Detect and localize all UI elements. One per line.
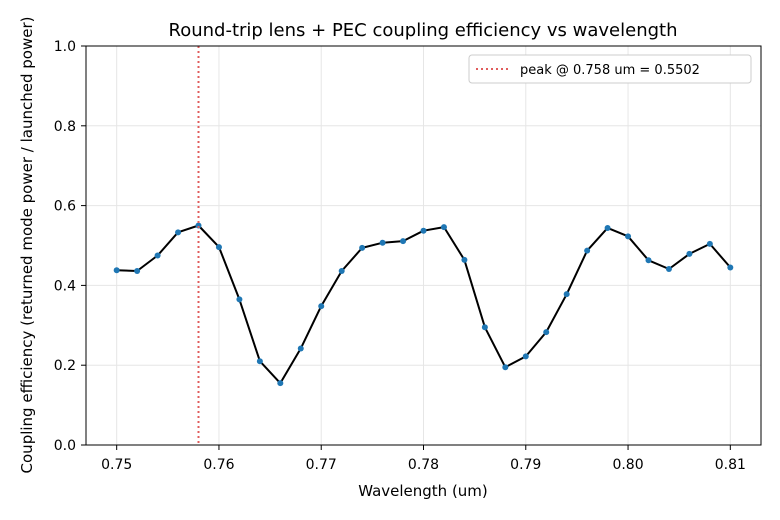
x-tick-label: 0.80 (612, 457, 643, 473)
data-point (481, 324, 488, 331)
grid (86, 45, 761, 446)
y-tick-label: 0.8 (54, 119, 76, 135)
legend: peak @ 0.758 um = 0.5502 (468, 54, 752, 84)
x-tick-label: 0.79 (510, 457, 541, 473)
data-point (318, 303, 325, 310)
x-tick-label: 0.75 (101, 457, 132, 473)
data-point (584, 247, 591, 254)
plot-area (113, 46, 734, 445)
y-axis: 0.0 0.2 0.4 0.6 0.8 1.0 (54, 39, 86, 454)
data-point (543, 329, 550, 336)
data-point (256, 358, 263, 365)
data-point (522, 353, 529, 360)
y-tick-label: 0.4 (54, 278, 76, 294)
data-point (154, 252, 161, 259)
data-point (563, 291, 570, 298)
data-point (195, 222, 202, 229)
data-point (113, 267, 120, 274)
data-point (359, 244, 366, 251)
data-point (440, 224, 447, 231)
data-point (338, 268, 345, 275)
x-tick-label: 0.76 (203, 457, 234, 473)
data-point (175, 229, 182, 236)
chart-title: Round-trip lens + PEC coupling efficienc… (169, 20, 678, 41)
y-axis-label: Coupling efficiency (returned mode power… (18, 17, 36, 474)
data-point (420, 227, 427, 234)
x-tick-label: 0.81 (715, 457, 746, 473)
x-tick-label: 0.78 (408, 457, 439, 473)
data-point (277, 380, 284, 387)
legend-peak-label: peak @ 0.758 um = 0.5502 (520, 63, 700, 78)
y-tick-label: 0.2 (54, 358, 76, 374)
y-tick-label: 0.6 (54, 199, 76, 215)
data-point (502, 364, 509, 371)
legend-box (468, 54, 752, 84)
data-point (461, 256, 468, 263)
data-point (215, 244, 222, 251)
data-point (400, 238, 407, 245)
y-tick-label: 1.0 (54, 39, 76, 55)
plot-frame (85, 45, 762, 446)
data-point (297, 345, 304, 352)
data-point (604, 224, 611, 231)
x-axis-label: Wavelength (um) (358, 482, 488, 500)
data-point (625, 233, 632, 240)
data-point (706, 240, 713, 247)
data-point (727, 264, 734, 271)
data-point (236, 296, 243, 303)
data-point (645, 257, 652, 264)
data-point (379, 239, 386, 246)
data-point (134, 268, 141, 275)
data-point (686, 250, 693, 257)
x-axis: 0.75 0.76 0.77 0.78 0.79 0.80 0.81 (101, 445, 746, 473)
x-tick-label: 0.77 (306, 457, 337, 473)
data-point (665, 266, 672, 273)
y-tick-label: 0.0 (54, 438, 76, 454)
